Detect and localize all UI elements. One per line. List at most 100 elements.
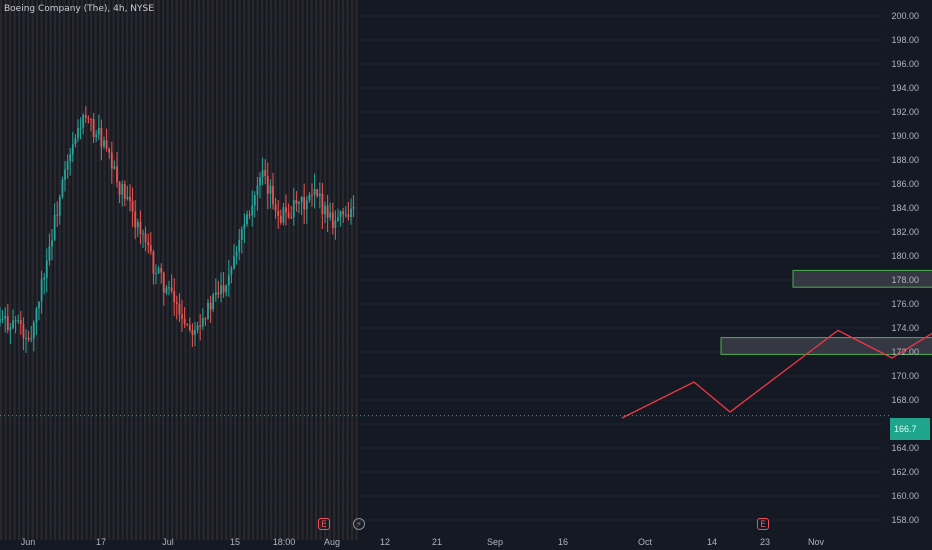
candle-body (186, 324, 189, 326)
candle-body (292, 200, 295, 218)
session-stripe (162, 0, 165, 540)
session-stripe (144, 0, 147, 540)
price-tick-label: 188.00 (891, 155, 919, 165)
candle-body (331, 212, 334, 228)
session-stripe (139, 0, 142, 540)
candle-body (152, 251, 155, 274)
candle-body (188, 324, 191, 331)
candle-body (0, 319, 1, 322)
candle-body (342, 211, 345, 215)
time-tick-label: Oct (638, 537, 653, 547)
session-stripe (171, 0, 174, 540)
session-stripe (90, 0, 93, 540)
candle-body (324, 205, 326, 215)
candle-body (194, 330, 196, 335)
price-tick-label: 194.00 (891, 83, 919, 93)
candle-body (56, 214, 59, 216)
candle-body (243, 224, 246, 230)
session-stripe (54, 0, 57, 540)
candle-body (285, 207, 287, 213)
session-stripe (279, 0, 282, 540)
session-stripe (27, 0, 30, 540)
time-tick-label: 15 (230, 537, 240, 547)
session-stripe (274, 0, 277, 540)
candle-body (204, 318, 207, 320)
candle-body (225, 285, 228, 293)
candle-body (272, 186, 274, 205)
candle-body (300, 196, 303, 202)
candle-body (27, 337, 30, 340)
candle-body (4, 316, 7, 319)
candle-body (350, 208, 352, 218)
candle-body (92, 118, 95, 137)
candle-body (142, 233, 144, 235)
candle-body (126, 196, 129, 199)
candle-body (58, 197, 61, 216)
candle-body (160, 268, 163, 273)
session-stripe (175, 0, 178, 540)
candle-body (168, 287, 170, 289)
candle-body (277, 210, 280, 216)
session-stripe (22, 0, 25, 540)
session-stripe (99, 0, 102, 540)
candle-body (71, 144, 74, 155)
candle-body (144, 233, 147, 243)
session-stripe (288, 0, 291, 540)
price-tick-label: 168.00 (891, 395, 919, 405)
session-stripe (351, 0, 354, 540)
candle-body (266, 175, 269, 194)
candle-body (103, 140, 105, 147)
time-tick-label: Aug (324, 537, 340, 547)
candle-body (246, 214, 248, 225)
time-tick-label: 17 (96, 537, 106, 547)
session-stripe (211, 0, 214, 540)
symbol-title[interactable]: Boeing Company (The), 4h, NYSE (4, 4, 154, 14)
candle-body (352, 206, 355, 209)
session-stripe (40, 0, 43, 540)
dividend-event-icon[interactable]: ⚡ (353, 518, 365, 530)
time-tick-label: Sep (487, 537, 503, 547)
time-axis[interactable]: Jun 17 Jul 15 18:00 Aug 12 21 Sep 16 Oct 14 23 Nov (21, 537, 825, 547)
current-price-tag: 166.7 (890, 418, 930, 440)
session-stripe (180, 0, 183, 540)
candle-body (295, 200, 298, 204)
price-axis[interactable]: 158.00160.00162.00164.00166.00168.00170.… (891, 11, 919, 525)
session-stripe (202, 0, 205, 540)
price-tick-label: 170.00 (891, 371, 919, 381)
session-stripe (220, 0, 223, 540)
candle-body (32, 322, 35, 339)
candle-body (181, 314, 183, 319)
candle-body (269, 186, 272, 194)
time-tick-label: 21 (432, 537, 442, 547)
candle-body (79, 127, 82, 129)
candle-body (214, 292, 217, 295)
price-tick-label: 158.00 (891, 515, 919, 525)
candle-body (149, 245, 152, 252)
candle-body (1, 318, 4, 320)
session-stripe (238, 0, 241, 540)
session-stripe (117, 0, 120, 540)
time-tick-label: 23 (760, 537, 770, 547)
session-stripe (319, 0, 322, 540)
price-tick-label: 176.00 (891, 299, 919, 309)
candle-body (316, 189, 319, 197)
candle-body (170, 287, 173, 292)
candle-body (84, 115, 87, 118)
price-tick-label: 200.00 (891, 11, 919, 21)
candle-body (25, 337, 27, 339)
earnings-event-icon[interactable]: E (757, 518, 769, 530)
session-stripe (355, 0, 358, 540)
session-stripe (103, 0, 106, 540)
candle-body (329, 212, 332, 218)
candle-body (105, 140, 108, 149)
session-stripe (193, 0, 196, 540)
candle-body (136, 221, 139, 228)
price-tick-label: 160.00 (891, 491, 919, 501)
earnings-event-icon[interactable]: E (318, 518, 330, 530)
candle-body (305, 200, 308, 210)
candle-body (45, 260, 48, 278)
session-stripe (85, 0, 88, 540)
candle-body (162, 272, 165, 293)
